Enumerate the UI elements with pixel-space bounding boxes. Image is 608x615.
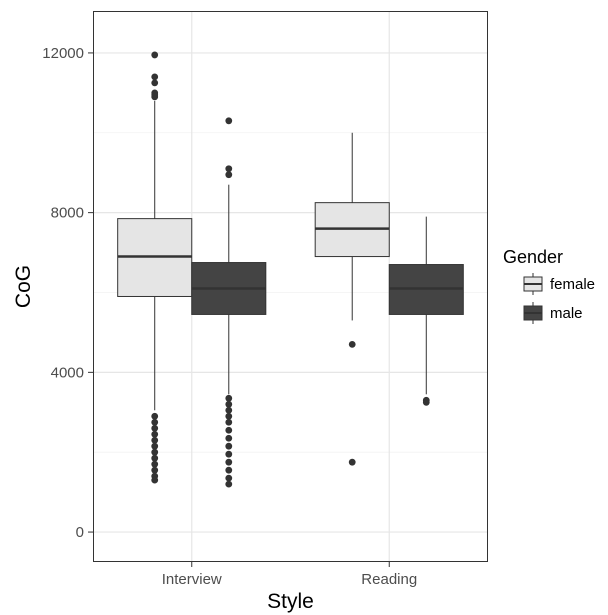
outlier-point <box>151 466 159 474</box>
legend-key-female <box>523 273 543 295</box>
outlier-point <box>225 171 233 179</box>
outlier-point <box>151 73 159 81</box>
outlier-point <box>225 450 233 458</box>
box-male-reading <box>388 216 464 406</box>
outlier-point <box>225 117 233 125</box>
x-axis-title: Style <box>267 590 314 613</box>
y-tick-label: 8000 <box>51 205 84 222</box>
panel-border <box>93 11 488 562</box>
outlier-point <box>151 79 159 87</box>
boxes <box>117 51 464 488</box>
outlier-point <box>151 51 159 59</box>
outlier-point <box>225 458 233 466</box>
outlier-point <box>225 466 233 474</box>
legend-label-female: female <box>550 276 595 293</box>
outlier-point <box>225 418 233 426</box>
legend-title: Gender <box>503 247 563 267</box>
legend: Gender female male <box>503 247 595 324</box>
outlier-point <box>151 454 159 462</box>
outlier-point <box>151 418 159 426</box>
outlier-point <box>225 406 233 414</box>
y-tick-label: 12000 <box>42 45 84 62</box>
y-axis: 0 4000 8000 12000 <box>42 45 93 541</box>
x-tick-label: Interview <box>162 571 222 588</box>
box-female-reading <box>314 132 390 466</box>
outlier-point <box>225 474 233 482</box>
y-axis-title: CoG <box>12 265 35 308</box>
outlier-point <box>225 412 233 420</box>
outlier-point <box>151 436 159 444</box>
plot-panel <box>93 11 488 562</box>
outlier-point <box>151 93 159 101</box>
outlier-point <box>151 460 159 468</box>
outlier-point <box>225 400 233 408</box>
outlier-point <box>422 398 430 406</box>
outlier-point <box>151 476 159 484</box>
legend-key-male <box>523 302 543 324</box>
legend-label-male: male <box>550 305 583 322</box>
box-male-interview <box>191 117 267 488</box>
box-female-interview <box>117 51 193 484</box>
outlier-point <box>348 340 356 348</box>
x-axis: Interview Reading <box>162 562 417 588</box>
y-tick-label: 0 <box>76 524 84 541</box>
x-tick-label: Reading <box>361 571 417 588</box>
y-tick-label: 4000 <box>51 364 84 381</box>
outlier-point <box>225 426 233 434</box>
outlier-point <box>225 165 233 173</box>
outlier-point <box>348 458 356 466</box>
outlier-point <box>151 448 159 456</box>
outlier-point <box>151 442 159 450</box>
outlier-point <box>151 412 159 420</box>
outlier-point <box>225 394 233 402</box>
outlier-point <box>151 424 159 432</box>
outlier-point <box>225 480 233 488</box>
outlier-point <box>225 442 233 450</box>
outlier-point <box>151 430 159 438</box>
outlier-point <box>225 434 233 442</box>
